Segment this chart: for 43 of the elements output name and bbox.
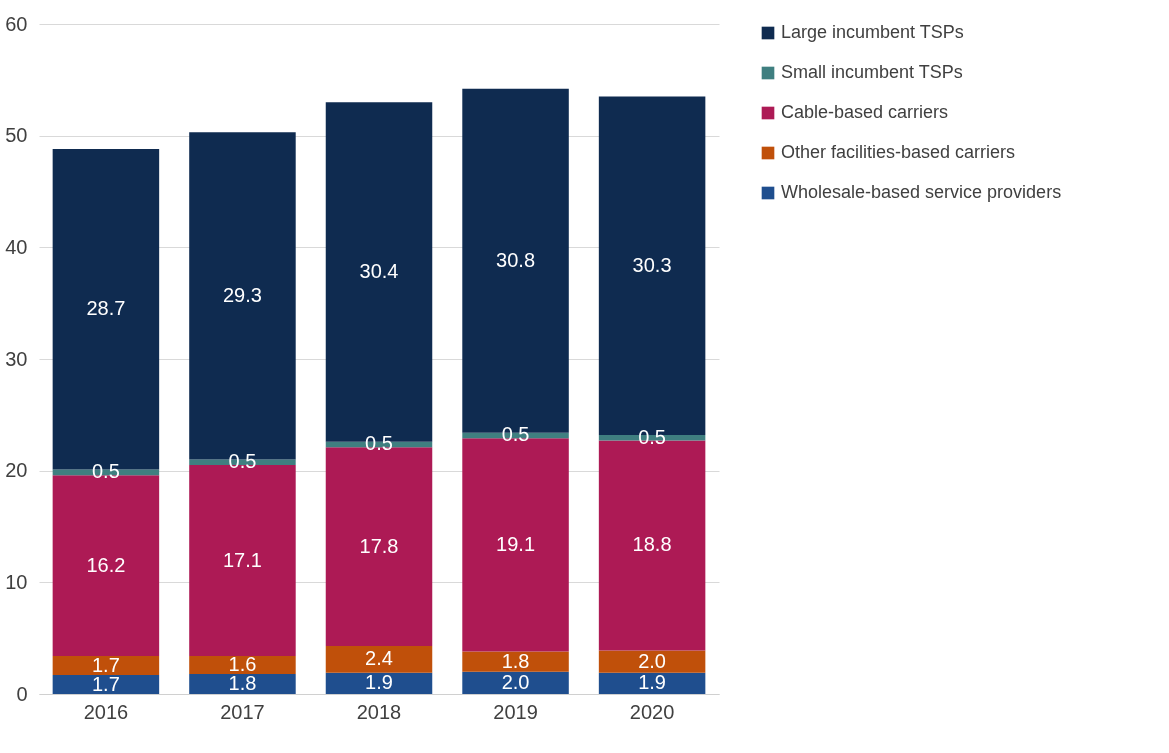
data-label: 30.4 bbox=[359, 259, 399, 282]
data-label: 1.9 bbox=[638, 671, 666, 694]
x-tick-label: 2018 bbox=[356, 700, 402, 723]
bar bbox=[462, 671, 569, 694]
legend-label: Wholesale-based service providers bbox=[781, 182, 1062, 202]
data-label: 18.8 bbox=[632, 533, 672, 556]
data-label: 2.4 bbox=[365, 647, 393, 670]
bar bbox=[598, 672, 706, 694]
legend-label: Other facilities-based carriers bbox=[781, 142, 1016, 162]
data-label: 16.2 bbox=[86, 553, 126, 576]
data-label: 17.8 bbox=[359, 534, 399, 557]
y-tick-label: 0 bbox=[16, 682, 28, 705]
y-tick-label: 10 bbox=[5, 570, 28, 593]
x-tick-label: 2019 bbox=[493, 700, 538, 723]
x-tick-label: 2017 bbox=[220, 700, 265, 723]
y-tick-label: 40 bbox=[5, 235, 28, 258]
legend-label: Small incumbent TSPs bbox=[781, 62, 963, 82]
data-label: 28.7 bbox=[86, 297, 126, 320]
data-label: 29.3 bbox=[222, 283, 262, 306]
bar bbox=[52, 656, 160, 676]
data-label: 1.8 bbox=[501, 649, 530, 672]
data-label: 30.3 bbox=[632, 253, 672, 276]
data-label: 17.1 bbox=[222, 548, 262, 571]
bar bbox=[325, 645, 433, 673]
data-label: 30.8 bbox=[496, 248, 536, 271]
y-tick-label: 60 bbox=[5, 12, 28, 35]
bar bbox=[189, 656, 296, 674]
legend-label: Cable-based carriers bbox=[781, 102, 949, 122]
data-label: 19.1 bbox=[496, 532, 536, 555]
bar bbox=[52, 675, 160, 694]
y-tick-label: 50 bbox=[5, 124, 28, 147]
data-label: 2.0 bbox=[501, 670, 530, 693]
bar bbox=[189, 673, 296, 694]
data-label: 2.0 bbox=[638, 649, 666, 672]
x-tick-label: 2020 bbox=[629, 700, 675, 723]
y-tick-label: 30 bbox=[5, 347, 28, 370]
x-tick-label: 2016 bbox=[83, 700, 129, 723]
bar bbox=[325, 672, 433, 694]
bar bbox=[598, 650, 706, 673]
bar bbox=[462, 651, 569, 672]
legend-label: Large incumbent TSPs bbox=[781, 22, 964, 42]
y-tick-label: 20 bbox=[5, 459, 28, 482]
data-label: 1.9 bbox=[365, 671, 393, 694]
